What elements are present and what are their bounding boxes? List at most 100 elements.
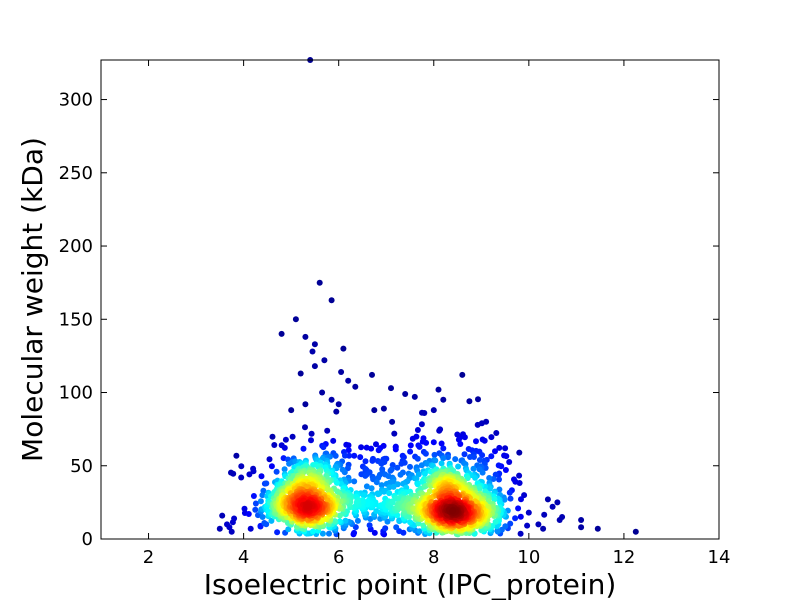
data-point	[302, 333, 309, 340]
data-point	[393, 524, 400, 531]
data-point	[304, 503, 311, 510]
data-point	[369, 371, 375, 378]
data-point	[230, 470, 237, 477]
data-point	[338, 369, 345, 375]
data-point	[440, 455, 447, 462]
data-point	[319, 530, 326, 537]
data-point	[257, 498, 264, 505]
data-point	[518, 496, 524, 503]
data-point	[414, 455, 421, 462]
data-point	[397, 471, 404, 478]
data-point	[525, 509, 532, 516]
data-point	[336, 512, 343, 519]
data-point	[540, 525, 547, 532]
y-tick-label: 300	[59, 90, 93, 111]
data-point	[219, 512, 226, 519]
data-point	[274, 529, 281, 536]
data-point	[357, 454, 364, 461]
data-point	[238, 474, 245, 481]
data-point	[445, 454, 451, 461]
data-point	[407, 448, 414, 455]
data-point	[351, 478, 358, 485]
data-point	[402, 391, 409, 397]
data-point	[335, 401, 342, 408]
data-point	[368, 445, 375, 452]
data-point	[473, 438, 479, 445]
data-point	[330, 437, 337, 444]
data-point	[440, 396, 447, 403]
data-point	[407, 442, 414, 449]
data-point	[476, 485, 483, 492]
data-point	[285, 526, 292, 533]
data-point	[496, 444, 503, 451]
data-point	[332, 452, 339, 459]
data-point	[492, 471, 499, 478]
data-point	[328, 396, 335, 403]
data-point	[271, 442, 278, 448]
y-tick-label: 200	[59, 236, 93, 257]
data-point	[378, 460, 385, 467]
data-point	[506, 459, 513, 465]
data-point	[549, 503, 556, 510]
data-point	[339, 466, 346, 473]
axis-ticks: 2 4 6 8 10 12 14 0 50 100 150 200 250 300	[59, 60, 730, 568]
data-point	[438, 460, 445, 467]
data-point	[345, 447, 352, 454]
data-point	[308, 437, 314, 444]
x-tick-label: 8	[428, 547, 439, 568]
data-point	[422, 450, 429, 457]
data-point	[375, 491, 382, 498]
data-point	[311, 363, 318, 370]
x-axis-label: Isoelectric point (IPC_protein)	[204, 568, 617, 600]
data-point	[423, 439, 430, 446]
data-point	[319, 389, 326, 396]
data-point	[459, 371, 466, 378]
data-point	[418, 421, 425, 428]
data-point	[497, 499, 503, 506]
data-point	[362, 472, 369, 479]
data-point	[366, 522, 373, 529]
data-point	[302, 424, 308, 431]
data-point	[373, 508, 380, 515]
data-point	[507, 495, 514, 502]
data-point	[246, 471, 253, 478]
data-point	[501, 496, 508, 503]
data-point	[407, 463, 413, 470]
data-point	[333, 408, 340, 415]
data-point	[421, 470, 428, 477]
scatter-points	[216, 57, 639, 538]
data-point	[578, 524, 585, 531]
data-point	[502, 445, 509, 452]
data-point	[390, 483, 397, 490]
data-point	[632, 528, 639, 535]
data-point	[494, 527, 501, 534]
data-point	[340, 345, 347, 352]
data-point	[297, 370, 304, 377]
data-point	[245, 511, 252, 517]
data-point	[266, 456, 273, 463]
data-point	[476, 457, 483, 463]
data-point	[521, 492, 528, 499]
data-point	[416, 528, 423, 535]
data-point	[345, 377, 352, 384]
data-point	[369, 457, 376, 464]
data-point	[394, 464, 401, 471]
data-point	[259, 514, 266, 520]
data-point	[371, 407, 378, 414]
data-point	[228, 528, 235, 535]
data-point	[541, 511, 548, 518]
data-point	[292, 316, 299, 323]
data-point	[502, 467, 509, 473]
data-point	[472, 474, 479, 481]
x-tick-label: 2	[143, 547, 154, 568]
data-point	[326, 530, 332, 537]
data-point	[479, 452, 486, 459]
data-point	[488, 434, 495, 441]
data-point	[389, 499, 396, 506]
data-point	[250, 468, 257, 475]
data-point	[493, 430, 500, 436]
data-point	[511, 476, 517, 483]
data-point	[594, 525, 601, 532]
data-point	[373, 441, 379, 448]
